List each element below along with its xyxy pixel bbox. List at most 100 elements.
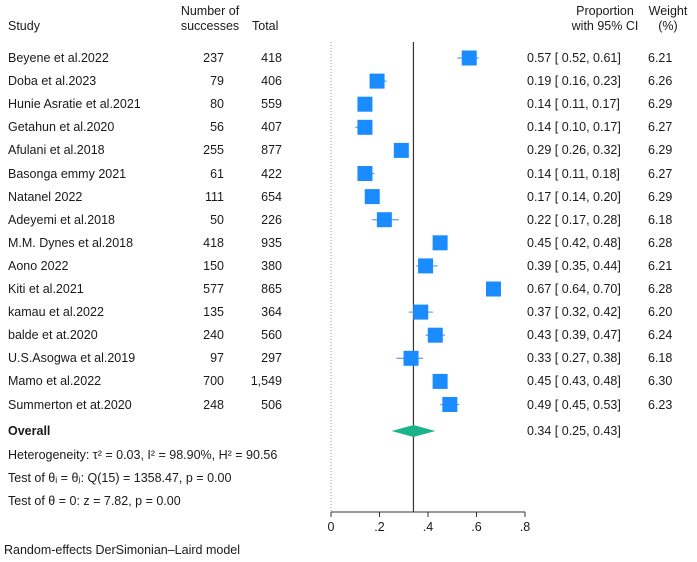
study-weight: 6.26 bbox=[648, 74, 673, 89]
study-marker bbox=[432, 235, 448, 251]
study-ci-text: 0.14 [ 0.11, 0.18] bbox=[527, 166, 620, 181]
study-total: 406 bbox=[261, 74, 282, 89]
heterogeneity-text: Heterogeneity: τ² = 0.03, I² = 98.90%, H… bbox=[8, 448, 278, 462]
study-name: balde et at.2020 bbox=[8, 328, 98, 343]
header-successes-line2: successes bbox=[180, 19, 240, 33]
study-ci-text: 0.43 [ 0.39, 0.47] bbox=[527, 328, 621, 343]
study-marker bbox=[461, 50, 477, 66]
x-tick-label: .6 bbox=[471, 520, 481, 534]
study-marker bbox=[485, 281, 501, 297]
study-successes: 135 bbox=[203, 305, 224, 320]
study-name: Adeyemi et al.2018 bbox=[8, 212, 116, 227]
study-total: 877 bbox=[261, 143, 282, 158]
overall-label: Overall bbox=[8, 424, 51, 438]
header-total: Total bbox=[252, 19, 279, 33]
study-name: Aono 2022 bbox=[8, 258, 69, 273]
study-weight: 6.28 bbox=[648, 235, 673, 250]
study-name: Getahun et al.2020 bbox=[8, 120, 115, 135]
study-name: Mamo et al.2022 bbox=[8, 374, 102, 389]
study-successes: 50 bbox=[210, 212, 224, 227]
study-successes: 80 bbox=[210, 97, 224, 112]
study-weight: 6.27 bbox=[648, 120, 673, 135]
study-ci-text: 0.57 [ 0.52, 0.61] bbox=[527, 51, 621, 65]
study-successes: 97 bbox=[210, 351, 224, 366]
study-total: 654 bbox=[261, 189, 282, 204]
header-weight-line1: Weight bbox=[648, 4, 688, 18]
study-weight: 6.29 bbox=[648, 189, 673, 204]
study-total: 364 bbox=[261, 305, 282, 320]
study-successes: 248 bbox=[203, 397, 224, 412]
study-successes: 237 bbox=[203, 51, 224, 65]
study-total: 935 bbox=[261, 235, 282, 250]
study-marker bbox=[418, 258, 434, 274]
study-marker bbox=[413, 304, 429, 320]
overall-diamond bbox=[391, 425, 436, 437]
header-proportion-line2: with 95% CI bbox=[571, 19, 639, 33]
study-marker bbox=[357, 166, 373, 181]
study-ci-text: 0.45 [ 0.43, 0.48] bbox=[527, 374, 621, 389]
study-successes: 111 bbox=[204, 189, 224, 204]
study-successes: 240 bbox=[203, 328, 224, 343]
study-weight: 6.28 bbox=[648, 282, 673, 296]
header-weight-line2: (%) bbox=[658, 19, 678, 33]
study-weight: 6.29 bbox=[648, 97, 673, 112]
study-ci-text: 0.67 [ 0.64, 0.70] bbox=[527, 282, 621, 296]
study-ci-text: 0.45 [ 0.42, 0.48] bbox=[527, 235, 621, 250]
study-weight: 6.24 bbox=[648, 328, 673, 343]
study-ci-text: 0.37 [ 0.32, 0.42] bbox=[527, 305, 621, 320]
study-successes: 255 bbox=[203, 143, 224, 158]
header-study: Study bbox=[8, 19, 40, 33]
study-name: M.M. Dynes et al.2018 bbox=[8, 235, 134, 250]
study-marker bbox=[442, 397, 458, 412]
study-successes: 150 bbox=[203, 258, 224, 273]
model-footer: Random-effects DerSimonian–Laird model bbox=[4, 543, 240, 557]
study-name: kamau et al.2022 bbox=[8, 305, 104, 320]
x-tick-label: .8 bbox=[520, 520, 530, 534]
study-ci-text: 0.22 [ 0.17, 0.28] bbox=[527, 212, 621, 227]
study-weight: 6.21 bbox=[648, 258, 673, 273]
study-successes: 700 bbox=[203, 374, 224, 389]
study-successes: 56 bbox=[210, 120, 224, 135]
study-successes: 79 bbox=[210, 74, 224, 89]
study-total: 407 bbox=[261, 120, 282, 135]
study-successes: 577 bbox=[203, 282, 224, 296]
study-successes: 418 bbox=[203, 235, 224, 250]
study-total: 506 bbox=[261, 397, 282, 412]
study-total: 380 bbox=[261, 258, 282, 273]
study-weight: 6.29 bbox=[648, 143, 673, 158]
study-name: Basonga emmy 2021 bbox=[8, 166, 127, 181]
study-ci-text: 0.14 [ 0.10, 0.17] bbox=[527, 120, 621, 135]
study-total: 418 bbox=[261, 51, 282, 65]
study-marker bbox=[432, 373, 448, 389]
study-name: Afulani et al.2018 bbox=[8, 143, 105, 158]
study-total: 559 bbox=[261, 97, 282, 112]
study-ci-text: 0.14 [ 0.11, 0.17] bbox=[527, 97, 620, 112]
study-name: Kiti et al.2021 bbox=[8, 282, 84, 296]
x-tick-label: .2 bbox=[374, 520, 384, 534]
header-proportion-line1: Proportion bbox=[576, 4, 634, 18]
study-weight: 6.23 bbox=[648, 397, 673, 412]
study-ci-text: 0.33 [ 0.27, 0.38] bbox=[527, 351, 621, 366]
study-ci-text: 0.49 [ 0.45, 0.53] bbox=[527, 397, 621, 412]
header-successes-line1: Number of bbox=[180, 4, 240, 18]
study-weight: 6.18 bbox=[648, 351, 673, 366]
study-weight: 6.30 bbox=[648, 374, 673, 389]
test-zero-text: Test of θ = 0: z = 7.82, p = 0.00 bbox=[8, 494, 181, 508]
study-ci-text: 0.29 [ 0.26, 0.32] bbox=[527, 143, 621, 158]
study-total: 560 bbox=[261, 328, 282, 343]
study-name: Hunie Asratie et al.2021 bbox=[8, 97, 141, 112]
overall-ci-text: 0.34 [ 0.25, 0.43] bbox=[527, 424, 621, 438]
study-marker bbox=[376, 212, 392, 228]
x-tick-label: 0 bbox=[328, 520, 335, 534]
x-tick-label: .4 bbox=[423, 520, 433, 534]
study-total: 1,549 bbox=[250, 374, 282, 389]
study-name: Natanel 2022 bbox=[8, 189, 83, 204]
study-marker bbox=[427, 327, 443, 343]
study-marker bbox=[364, 189, 380, 205]
study-weight: 6.21 bbox=[648, 51, 673, 65]
study-name: Summerton et at.2020 bbox=[8, 397, 132, 412]
study-name: Doba et al.2023 bbox=[8, 74, 97, 89]
study-ci-text: 0.19 [ 0.16, 0.23] bbox=[527, 74, 621, 89]
